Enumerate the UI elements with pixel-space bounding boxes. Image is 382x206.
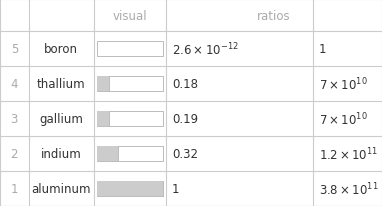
Text: gallium: gallium (39, 112, 83, 125)
Text: 3: 3 (11, 112, 18, 125)
Text: 1: 1 (172, 182, 180, 195)
Text: $7\times 10^{10}$: $7\times 10^{10}$ (319, 111, 368, 127)
Text: 1: 1 (11, 182, 18, 195)
Text: $2.6\times 10^{-12}$: $2.6\times 10^{-12}$ (172, 41, 239, 58)
Text: indium: indium (41, 147, 81, 160)
Text: visual: visual (113, 9, 147, 22)
Bar (97, 77, 108, 91)
Bar (97, 181, 163, 196)
Text: 2: 2 (11, 147, 18, 160)
Bar (97, 77, 163, 91)
Text: aluminum: aluminum (31, 182, 91, 195)
Bar (97, 146, 118, 161)
Bar (97, 42, 163, 57)
Text: 4: 4 (11, 78, 18, 91)
Text: 0.32: 0.32 (172, 147, 198, 160)
Text: 0.19: 0.19 (172, 112, 198, 125)
Text: 0.18: 0.18 (172, 78, 198, 91)
Bar (97, 112, 109, 126)
Text: $1.2\times 10^{11}$: $1.2\times 10^{11}$ (319, 145, 378, 162)
Text: $7\times 10^{10}$: $7\times 10^{10}$ (319, 76, 368, 92)
Bar (97, 146, 163, 161)
Text: thallium: thallium (37, 78, 86, 91)
Text: $3.8\times 10^{11}$: $3.8\times 10^{11}$ (319, 180, 379, 197)
Text: ratios: ratios (257, 9, 291, 22)
Text: 1: 1 (319, 43, 327, 56)
Text: 5: 5 (11, 43, 18, 56)
Bar (97, 112, 163, 126)
Text: boron: boron (44, 43, 78, 56)
Bar (97, 181, 163, 196)
